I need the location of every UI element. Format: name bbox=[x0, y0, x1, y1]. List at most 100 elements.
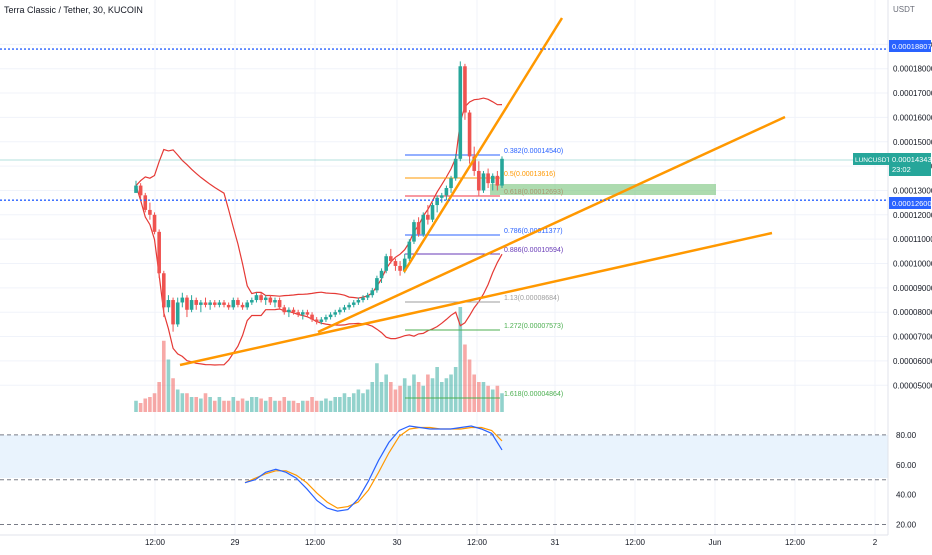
volume-bar bbox=[319, 400, 324, 412]
candle-body bbox=[463, 66, 467, 113]
candle-body bbox=[240, 304, 245, 308]
volume-bar bbox=[384, 374, 388, 412]
hline-label-lower: 0.00012600 bbox=[889, 197, 932, 209]
fib-label: 1.13(0.00008684) bbox=[504, 295, 559, 302]
price-unit: USDT bbox=[893, 5, 915, 14]
bollinger-upper bbox=[135, 97, 503, 299]
candle-body bbox=[226, 304, 231, 308]
candle-body bbox=[379, 270, 384, 279]
time-tick-label: 12:00 bbox=[467, 538, 488, 547]
time-tick-label: 31 bbox=[551, 538, 560, 547]
price-tick-label: 0.00010000 bbox=[893, 260, 932, 269]
candle-body bbox=[342, 307, 347, 310]
volume-bar bbox=[370, 382, 375, 412]
candle-body bbox=[444, 188, 449, 196]
volume-bar bbox=[314, 400, 319, 412]
volume-bar bbox=[375, 363, 379, 412]
volume-bar bbox=[231, 397, 236, 412]
candle-body bbox=[268, 297, 273, 303]
stoch-d-line bbox=[244, 426, 503, 509]
candle-body bbox=[314, 319, 319, 322]
candle-body bbox=[490, 175, 495, 184]
volume-bar bbox=[351, 393, 356, 412]
volume-bar bbox=[458, 307, 463, 412]
candle-body bbox=[416, 222, 421, 235]
candle-body bbox=[189, 300, 194, 310]
candle-body bbox=[430, 205, 435, 220]
candle-body bbox=[412, 222, 416, 242]
trend-lines[interactable] bbox=[179, 17, 786, 367]
volume-bar bbox=[189, 397, 194, 412]
candle-body bbox=[217, 302, 222, 305]
candle-body bbox=[426, 214, 430, 220]
price-tick-label: 0.00018000 bbox=[893, 65, 932, 74]
candle-body bbox=[180, 297, 185, 303]
volume-bar bbox=[277, 400, 282, 412]
candle-body bbox=[208, 302, 212, 305]
candle-body bbox=[171, 300, 175, 325]
price-axis[interactable]: 0.000190000.000180000.000170000.00016000… bbox=[893, 40, 932, 390]
trend-line-shallow[interactable] bbox=[179, 231, 773, 367]
candle-body bbox=[333, 312, 338, 315]
trend-line-steep[interactable] bbox=[402, 17, 564, 273]
volume-bar bbox=[143, 398, 148, 412]
candle-body bbox=[277, 300, 282, 308]
candle-body bbox=[389, 256, 393, 262]
candle-body bbox=[467, 112, 472, 157]
volume-bar bbox=[171, 378, 175, 412]
candles[interactable] bbox=[134, 61, 504, 332]
trend-line-medium[interactable] bbox=[317, 115, 786, 334]
chart-title: Terra Classic / Tether, 30, KUCOIN bbox=[4, 5, 143, 15]
osc-tick-label: 80.00 bbox=[896, 431, 917, 440]
volume-bar bbox=[389, 382, 393, 412]
volume-bar bbox=[472, 374, 477, 412]
volume-bar bbox=[449, 374, 453, 412]
volume-bar bbox=[185, 393, 189, 412]
candle-body bbox=[449, 178, 453, 189]
candle-body bbox=[458, 66, 463, 159]
volume-bar bbox=[236, 400, 240, 412]
volume-bar bbox=[365, 389, 370, 412]
volume-bar bbox=[296, 403, 300, 412]
horizontal-lines[interactable] bbox=[0, 48, 888, 201]
bollinger-lower bbox=[135, 185, 503, 366]
candle-body bbox=[212, 302, 217, 305]
candle-body bbox=[402, 258, 407, 271]
volume-bar bbox=[463, 344, 467, 412]
candle-body bbox=[199, 302, 203, 305]
price-tick-label: 0.00007000 bbox=[893, 333, 932, 342]
candle-body bbox=[254, 295, 259, 301]
candle-body bbox=[338, 309, 342, 313]
volume-bar bbox=[263, 400, 268, 412]
candle-body bbox=[138, 185, 143, 196]
candle-body bbox=[203, 302, 208, 305]
candle-body bbox=[157, 231, 161, 274]
candle-body bbox=[310, 314, 314, 320]
time-tick-label: Jun bbox=[709, 538, 722, 547]
candle-body bbox=[477, 170, 481, 191]
volume-bars bbox=[134, 307, 504, 412]
price-tag-value: 0.00014343 bbox=[892, 155, 932, 164]
volume-bar bbox=[347, 397, 351, 412]
volume-bar bbox=[226, 400, 231, 412]
time-axis[interactable]: 12:00 29 12:00 30 12:00 31 12:00 Jun 12:00 2 bbox=[145, 538, 878, 547]
candle-body bbox=[296, 312, 300, 315]
hline-label-lower-text: 0.00012600 bbox=[892, 199, 932, 208]
volume-bar bbox=[486, 385, 490, 412]
volume-bar bbox=[500, 393, 504, 412]
volume-bar bbox=[300, 400, 305, 412]
volume-bar bbox=[199, 398, 203, 412]
volume-bar bbox=[166, 359, 171, 412]
price-tick-label: 0.00015000 bbox=[893, 138, 932, 147]
volume-bar bbox=[148, 397, 152, 412]
volume-bar bbox=[287, 400, 291, 412]
volume-bar bbox=[240, 398, 245, 412]
volume-bar bbox=[310, 397, 314, 412]
volume-bar bbox=[254, 397, 259, 412]
candle-body bbox=[291, 309, 296, 313]
fib-label: 0.886(0.00010594) bbox=[504, 247, 563, 254]
stoch-k-line bbox=[244, 425, 503, 512]
candle-body bbox=[370, 290, 375, 296]
